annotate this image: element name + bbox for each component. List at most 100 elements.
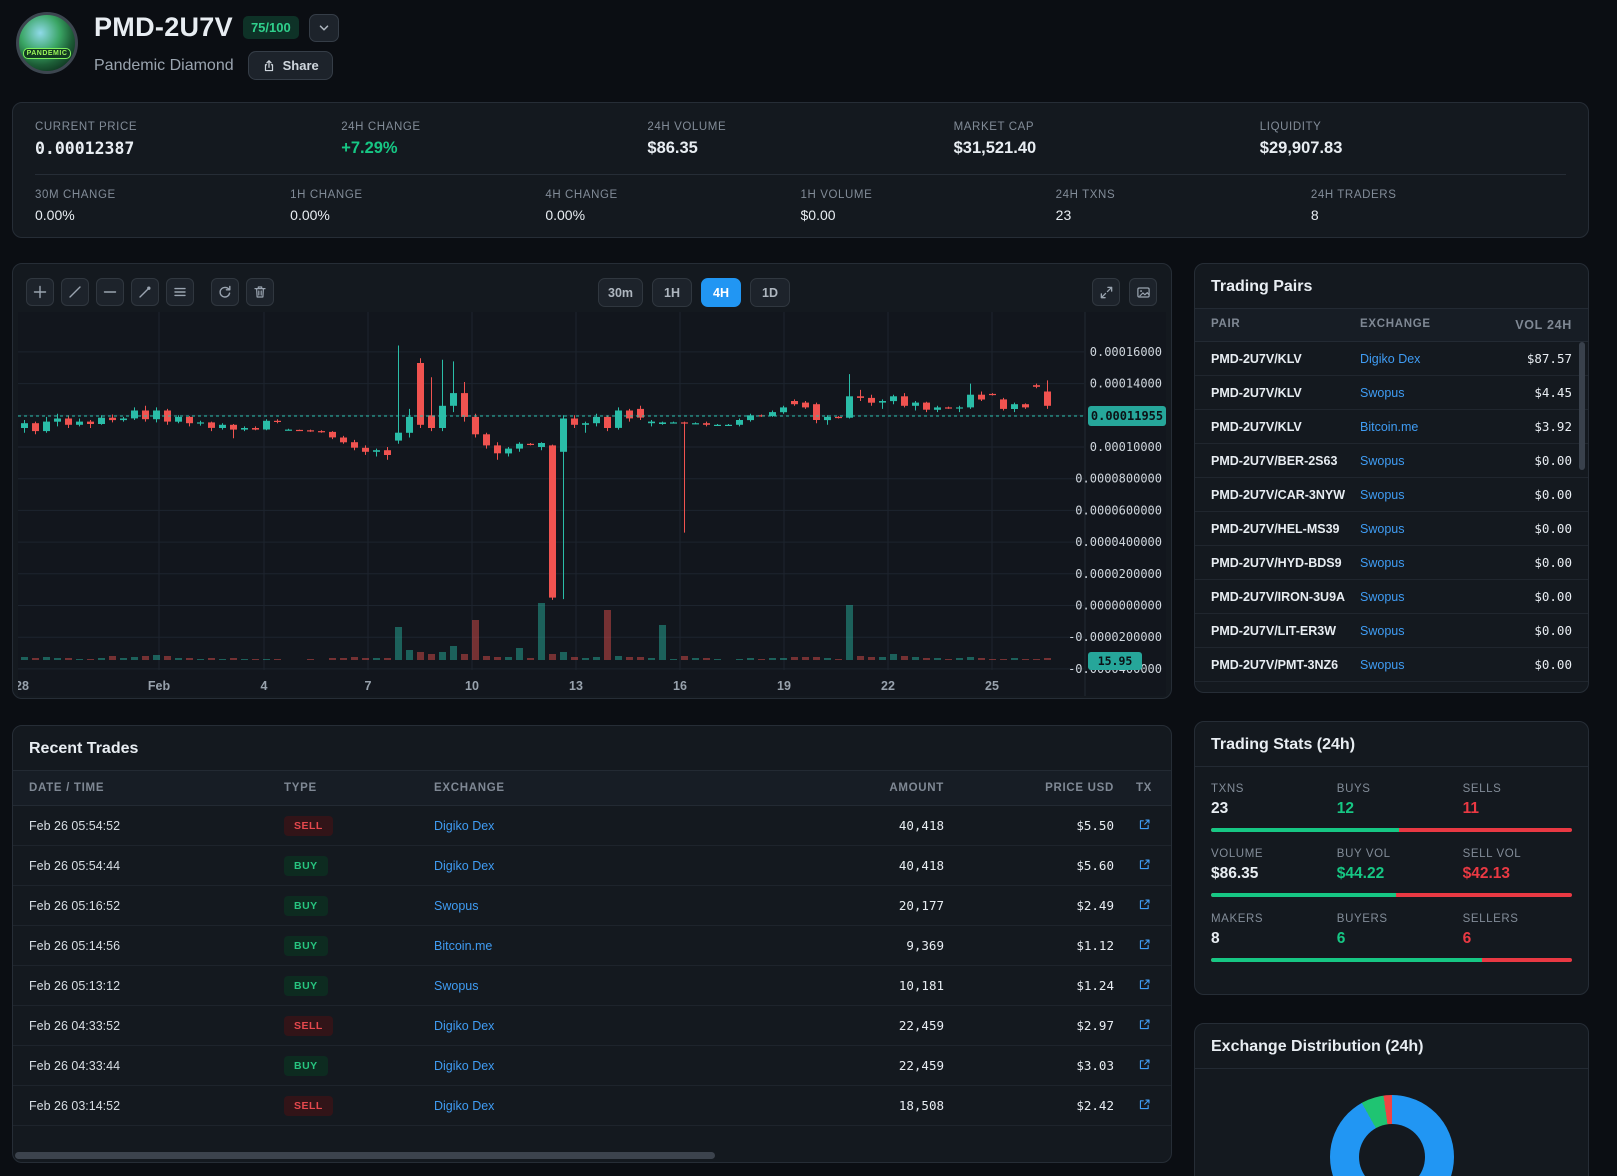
pair-row[interactable]: PMD-2U7V/KLV Swopus $4.45 — [1195, 376, 1588, 410]
pair-row[interactable]: PMD-2U7V/KLV Bitcoin.me $3.92 — [1195, 410, 1588, 444]
buy-sell-ratio-bar — [1211, 828, 1572, 832]
tx-link[interactable] — [1114, 1058, 1171, 1074]
pairs-column-header: EXCHANGE — [1360, 318, 1431, 330]
svg-text:28: 28 — [18, 679, 29, 693]
trade-row: Feb 26 05:13:12 BUY Swopus 10,181 $1.24 — [13, 966, 1171, 1006]
trade-type-badge: BUY — [284, 935, 328, 956]
exchange-distribution-panel: Exchange Distribution (24h) — [1194, 1023, 1589, 1176]
pair-name: PMD-2U7V/HYD-BDS9 — [1211, 555, 1342, 570]
trend-line-button[interactable] — [61, 278, 89, 306]
svg-text:0.00016000: 0.00016000 — [1090, 345, 1162, 359]
stat-value: 0.00012387 — [35, 139, 135, 158]
share-button[interactable]: Share — [247, 51, 333, 80]
svg-text:0.0000800000: 0.0000800000 — [1075, 472, 1162, 486]
pair-volume: $0.00 — [1534, 623, 1572, 638]
trade-type-badge: SELL — [284, 1015, 333, 1036]
pair-row[interactable]: PMD-2U7V/LIT-ER3W Swopus $0.00 — [1195, 614, 1588, 648]
stat-label: 24H CHANGE — [341, 121, 421, 133]
timeframe-button-4h[interactable]: 4H — [701, 278, 742, 307]
trading-stat: MAKERS 8 — [1211, 913, 1337, 948]
exchange-link[interactable]: Swopus — [1360, 521, 1405, 536]
exchange-link[interactable]: Digiko Dex — [434, 818, 495, 833]
exchange-link[interactable]: Digiko Dex — [434, 1098, 495, 1113]
trade-type-badge: BUY — [284, 1055, 328, 1076]
stat-value: $86.35 — [647, 139, 698, 157]
token-dropdown-button[interactable] — [308, 13, 339, 42]
trade-type: SELL — [284, 815, 434, 836]
tx-link[interactable] — [1114, 858, 1171, 874]
crosshair-button[interactable] — [26, 278, 54, 306]
tx-link[interactable] — [1114, 1098, 1171, 1114]
exchange-link[interactable]: Bitcoin.me — [434, 938, 493, 953]
pair-row[interactable]: PMD-2U7V/CAR-3NYW Swopus $0.00 — [1195, 478, 1588, 512]
exchange-link[interactable]: Bitcoin.me — [1360, 419, 1419, 434]
exchange-link[interactable]: Swopus — [1360, 385, 1405, 400]
trading-stat: BUY VOL $44.22 — [1337, 848, 1463, 883]
trade-type-badge: BUY — [284, 895, 328, 916]
timeframe-button-1d[interactable]: 1D — [750, 278, 791, 307]
trade-price: $5.60 — [1076, 858, 1114, 873]
trading-stat: SELLS 11 — [1463, 783, 1572, 818]
trade-type: BUY — [284, 895, 434, 916]
trade-amount: 20,177 — [898, 898, 944, 913]
exchange-distribution-title: Exchange Distribution (24h) — [1211, 1038, 1424, 1055]
vertical-scrollbar[interactable] — [1579, 342, 1585, 470]
exchange-link[interactable]: Swopus — [1360, 623, 1405, 638]
exchange-link[interactable]: Swopus — [434, 978, 479, 993]
timeframe-button-30m[interactable]: 30m — [598, 278, 644, 307]
trading-stat-value: 6 — [1336, 930, 1346, 947]
lines-menu-button[interactable] — [166, 278, 194, 306]
pair-row[interactable]: PMD-2U7V/VLX-3LASSwopus$0.00 — [1195, 682, 1588, 693]
stat-label: 30M CHANGE — [35, 189, 116, 201]
stat-value: +7.29% — [341, 139, 398, 157]
stat-cell: MARKET CAP $31,521.40 — [954, 121, 1260, 158]
stat-cell: 24H VOLUME $86.35 — [647, 121, 953, 158]
timeframe-button-1h[interactable]: 1H — [652, 278, 693, 307]
stat-label: CURRENT PRICE — [35, 121, 138, 133]
trade-price: $1.24 — [1076, 978, 1114, 993]
undo-button[interactable] — [211, 278, 239, 306]
exchange-link[interactable]: Digiko Dex — [1360, 351, 1421, 366]
pair-row[interactable]: PMD-2U7V/IRON-3U9A Swopus $0.00 — [1195, 580, 1588, 614]
token-name: Pandemic Diamond — [94, 56, 234, 74]
fullscreen-button[interactable] — [1092, 278, 1120, 306]
exchange-link[interactable]: Swopus — [1360, 589, 1405, 604]
pair-row[interactable]: PMD-2U7V/HYD-BDS9 Swopus $0.00 — [1195, 546, 1588, 580]
trading-stat-label: BUYS — [1336, 783, 1371, 795]
trash-button[interactable] — [246, 278, 274, 306]
ray-line-button[interactable] — [131, 278, 159, 306]
exchange-link[interactable]: Digiko Dex — [434, 1058, 495, 1073]
svg-text:7: 7 — [365, 679, 372, 693]
stat-cell: CURRENT PRICE 0.00012387 — [35, 121, 341, 158]
pair-row[interactable]: PMD-2U7V/PMT-3NZ6 Swopus $0.00 — [1195, 648, 1588, 682]
horizontal-scrollbar[interactable] — [15, 1152, 715, 1159]
exchange-link[interactable]: Digiko Dex — [434, 1018, 495, 1033]
horizontal-line-button[interactable] — [96, 278, 124, 306]
trade-amount: 18,508 — [898, 1098, 944, 1113]
exchange-link[interactable]: Swopus — [1360, 692, 1480, 693]
price-chart-canvas[interactable]: 0.00016000 0.00014000 0.00010000 0.00008000… — [15, 312, 1166, 696]
exchange-link[interactable]: Swopus — [434, 898, 479, 913]
pair-row[interactable]: PMD-2U7V/HEL-MS39 Swopus $0.00 — [1195, 512, 1588, 546]
exchange-link[interactable]: Swopus — [1360, 453, 1405, 468]
trade-price: $2.49 — [1076, 898, 1114, 913]
stat-value: $31,521.40 — [953, 139, 1037, 157]
tx-link[interactable] — [1114, 1018, 1171, 1034]
tx-link[interactable] — [1114, 818, 1171, 834]
trade-time: Feb 26 05:13:12 — [29, 978, 121, 993]
tx-link[interactable] — [1114, 978, 1171, 994]
trade-amount: 10,181 — [898, 978, 944, 993]
pair-row[interactable]: PMD-2U7V/KLV Digiko Dex $87.57 — [1195, 342, 1588, 376]
exchange-link[interactable]: Swopus — [1360, 487, 1405, 502]
pair-volume: $0.00 — [1534, 555, 1572, 570]
exchange-link[interactable]: Swopus — [1360, 657, 1405, 672]
trades-table-body: Feb 26 05:54:52 SELL Digiko Dex 40,418 $5.50… — [13, 806, 1171, 1126]
snapshot-button[interactable] — [1129, 278, 1157, 306]
chevron-down-icon — [319, 24, 328, 31]
exchange-link[interactable]: Digiko Dex — [434, 858, 495, 873]
tx-link[interactable] — [1114, 898, 1171, 914]
exchange-link[interactable]: Swopus — [1360, 555, 1405, 570]
pair-row[interactable]: PMD-2U7V/BER-2S63 Swopus $0.00 — [1195, 444, 1588, 478]
stat-cell: 30M CHANGE 0.00% — [35, 189, 290, 223]
tx-link[interactable] — [1114, 938, 1171, 954]
